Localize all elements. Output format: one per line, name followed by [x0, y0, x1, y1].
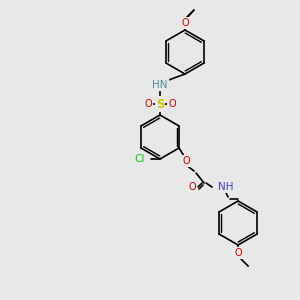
Text: Cl: Cl — [135, 154, 145, 164]
Text: S: S — [156, 98, 164, 110]
Text: O: O — [182, 156, 190, 166]
Text: HN: HN — [152, 80, 168, 90]
Text: O: O — [144, 99, 152, 109]
Text: O: O — [168, 99, 176, 109]
Text: O: O — [234, 248, 242, 258]
Text: O: O — [181, 18, 189, 28]
Text: NH: NH — [218, 182, 234, 192]
Text: O: O — [188, 182, 196, 192]
